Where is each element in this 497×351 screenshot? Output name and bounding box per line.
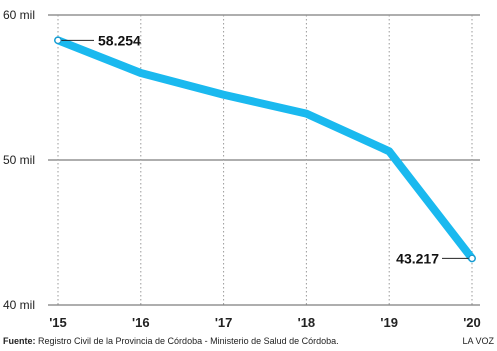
series-line-path (54, 36, 476, 263)
data-label: 43.217 (396, 250, 439, 266)
data-labels: 58.254 43.217 (54, 32, 476, 266)
x-tick-label: '18 (298, 315, 316, 330)
y-tick-label: 60 mil (3, 8, 35, 22)
data-label: 58.254 (98, 32, 141, 48)
x-tick-labels: '15 '16 '17 '18 '19 '20 (49, 315, 481, 330)
source-note: Fuente: Registro Civil de la Provincia d… (3, 336, 339, 346)
data-point-marker (54, 36, 62, 44)
data-point-marker (468, 254, 476, 262)
x-tick-label: '15 (49, 315, 67, 330)
x-tick-label: '19 (380, 315, 398, 330)
source-label: Fuente: (3, 336, 36, 346)
y-tick-labels: 40 mil 50 mil 60 mil (3, 8, 35, 312)
y-tick-label: 40 mil (3, 298, 35, 312)
grid-lines (48, 14, 480, 306)
source-text: Registro Civil de la Provincia de Córdob… (35, 336, 339, 346)
brand-logo-text: LA VOZ (462, 336, 494, 346)
x-grid-lines (57, 15, 473, 305)
x-tick-label: '16 (132, 315, 150, 330)
x-tick-label: '17 (215, 315, 233, 330)
x-tick-label: '20 (463, 315, 481, 330)
series-line (54, 36, 476, 263)
y-tick-label: 50 mil (3, 153, 35, 167)
